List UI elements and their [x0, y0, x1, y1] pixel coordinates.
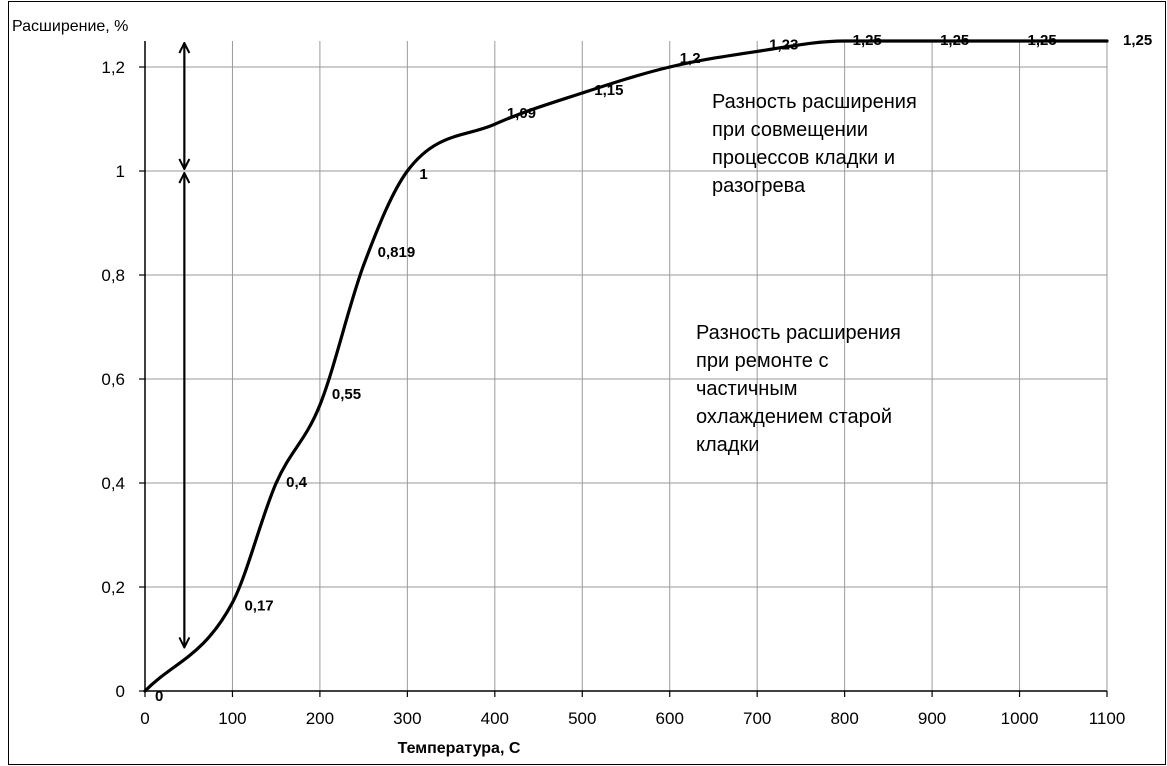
data-point [318, 403, 322, 407]
series-line [143, 39, 1109, 693]
annotation-text-partial: кладки [696, 434, 759, 456]
annotation-text-combined: Разность расширения [712, 91, 917, 113]
data-label: 1,25 [853, 32, 882, 49]
data-label: 1,25 [940, 32, 969, 49]
data-label: 1,23 [769, 36, 798, 53]
annotation-text-combined: при совмещении [712, 119, 868, 141]
data-label: 1 [419, 166, 427, 183]
data-point [930, 39, 934, 43]
x-tick-label: 400 [481, 709, 509, 728]
x-tick-label: 0 [140, 709, 149, 728]
data-point [362, 263, 366, 267]
data-point [1105, 39, 1109, 43]
x-tick-label: 1000 [1001, 709, 1039, 728]
annotation-text-partial: частичным [696, 378, 797, 400]
annotation-text-combined: процессов кладки и [712, 147, 895, 169]
y-tick-label: 1 [116, 162, 125, 181]
data-label: 0,4 [286, 474, 308, 491]
data-label: 1,09 [507, 105, 536, 122]
data-label: 0 [155, 688, 163, 705]
data-point [843, 39, 847, 43]
data-label: 1,15 [594, 82, 623, 99]
y-tick-label: 1,2 [101, 58, 125, 77]
x-tick-label: 1100 [1089, 709, 1126, 728]
x-tick-label: 100 [218, 709, 246, 728]
data-label: 1,2 [680, 50, 701, 67]
annotation-text-partial: Разность расширения [696, 322, 901, 344]
data-point [405, 169, 409, 173]
annotation-text-partial: охлаждением старой [696, 406, 892, 428]
data-point [274, 481, 278, 485]
y-tick-label: 0 [116, 682, 125, 701]
annotation-text-combined: разогрева [712, 175, 806, 197]
data-label: 1,25 [1028, 32, 1057, 49]
data-point [143, 689, 147, 693]
x-axis-title: Температура, С [398, 740, 521, 757]
y-axis-title: Расширение, % [12, 18, 128, 35]
x-tick-label: 900 [918, 709, 946, 728]
y-tick-label: 0,8 [101, 266, 125, 285]
data-point [230, 601, 234, 605]
data-label: 0,819 [378, 244, 416, 261]
data-label: 1,25 [1123, 32, 1152, 49]
y-tick-label: 0,2 [101, 578, 125, 597]
data-point [580, 91, 584, 95]
x-tick-label: 600 [656, 709, 684, 728]
x-tick-label: 800 [830, 709, 858, 728]
x-tick-label: 200 [306, 709, 334, 728]
x-tick-label: 700 [743, 709, 771, 728]
x-tick-label: 500 [568, 709, 596, 728]
y-tick-label: 0,4 [101, 474, 125, 493]
data-point [755, 49, 759, 53]
annotation-text-partial: при ремонте с [696, 350, 828, 372]
data-point [668, 65, 672, 69]
data-point [493, 122, 497, 126]
data-label: 0,55 [332, 386, 361, 403]
data-point [1018, 39, 1022, 43]
data-label: 0,17 [244, 598, 273, 615]
chart-frame [8, 1, 1166, 765]
y-tick-label: 0,6 [101, 370, 125, 389]
x-tick-label: 300 [393, 709, 421, 728]
